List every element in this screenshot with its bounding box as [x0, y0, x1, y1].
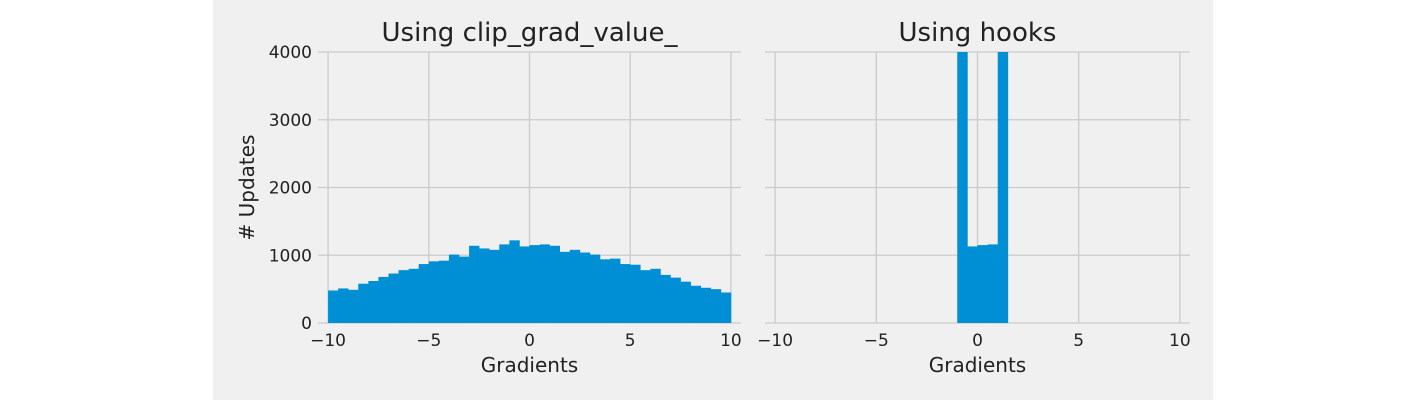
chart1-bar: [479, 248, 490, 323]
chart1-bar: [640, 270, 651, 323]
chart1-bar: [670, 277, 681, 323]
chart1-bar: [589, 254, 601, 323]
chart1-bar: [448, 254, 460, 323]
chart1-bar: [489, 249, 500, 323]
chart1-xtick-label: 10: [720, 331, 742, 351]
chart1-bar: [338, 288, 349, 323]
chart1-bar: [600, 259, 611, 323]
chart2-xtick-label: 0: [972, 331, 983, 351]
chart1-bar: [660, 274, 671, 323]
chart2-xtick-label: 10: [1169, 331, 1191, 351]
chart1-bar: [328, 290, 339, 323]
chart1-ytick-label: 2000: [269, 179, 312, 199]
histogram-figure: −10 −5 0 5 10 0 1000 2000 3000 4000 Using clip_gra…: [235, 18, 1191, 377]
chart1-bar: [469, 245, 480, 323]
chart1-ytick-label: 1000: [269, 246, 312, 266]
chart1-bar: [579, 252, 591, 323]
chart1-xtick-label: 0: [524, 331, 535, 351]
chart1-bar: [630, 264, 641, 323]
chart1-bar: [539, 244, 550, 323]
chart1-bar: [398, 270, 409, 323]
chart1-title: Using clip_grad_value_: [382, 18, 679, 48]
chart1-bar: [690, 285, 702, 323]
chart1-bar: [438, 260, 450, 323]
chart2-bar: [957, 52, 968, 323]
chart1-bar: [650, 268, 661, 323]
chart1-bar: [459, 256, 470, 323]
chart1-bar: [710, 289, 722, 323]
chart1-bar: [388, 273, 399, 323]
chart1-bar: [378, 276, 389, 323]
chart1-bar: [700, 287, 712, 323]
chart1-bar: [358, 283, 369, 323]
chart2-xtick-label: −10: [757, 331, 793, 351]
chart1-bar: [368, 280, 379, 323]
chart1-ytick-label: 3000: [269, 111, 312, 131]
chart1-xtick-label: 5: [625, 331, 636, 351]
chart2-xtick-label: 5: [1073, 331, 1084, 351]
chart2-x-axis-label: Gradients: [929, 353, 1026, 377]
chart1-bar: [569, 249, 581, 323]
chart1-bar: [418, 264, 430, 323]
chart1-bar: [509, 240, 520, 323]
figure: −10 −5 0 5 10 0 1000 2000 3000 4000 Using clip_gra…: [213, 0, 1213, 400]
chart1-y-axis-label: # Updates: [235, 135, 259, 241]
chart1-bar: [428, 261, 440, 323]
chart1-x-axis-label: Gradients: [481, 353, 578, 377]
chart1-xtick-label: −5: [416, 331, 441, 351]
chart1-bar: [720, 292, 732, 323]
chart2-xtick-label: −5: [864, 331, 889, 351]
chart2-bar: [977, 245, 988, 323]
chart1-bar: [610, 258, 621, 323]
chart1-bar: [529, 245, 540, 323]
chart1-bar: [549, 245, 561, 323]
chart2-bar: [987, 244, 999, 323]
chart1-bar: [519, 246, 530, 323]
chart2-bar: [967, 246, 978, 323]
chart1-bar: [680, 281, 691, 323]
chart2-bar: [997, 52, 1009, 323]
chart2-title: Using hooks: [899, 18, 1057, 48]
chart1-ytick-label: 4000: [269, 43, 312, 63]
chart1-bar: [408, 268, 420, 323]
chart1-bar: [499, 244, 510, 323]
chart1-bar: [620, 264, 631, 323]
chart1-ytick-label: 0: [301, 314, 312, 334]
chart1-xtick-label: −10: [310, 331, 346, 351]
chart1-bar: [348, 289, 359, 323]
chart1-bar: [559, 251, 571, 323]
